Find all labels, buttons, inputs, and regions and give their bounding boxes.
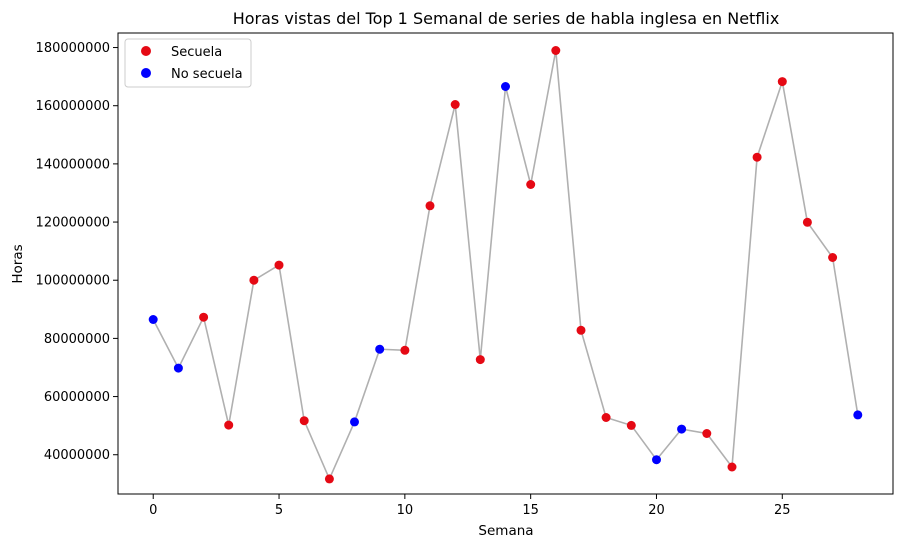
- data-point-secuela: [450, 100, 460, 109]
- plot-area: [117, 32, 894, 495]
- y-tick-label: 80000000: [44, 332, 110, 347]
- data-point-secuela: [224, 420, 234, 430]
- data-point-no-secuela: [501, 82, 510, 91]
- data-point-secuela: [400, 345, 410, 355]
- legend-label-secuela: Secuela: [171, 45, 222, 60]
- data-point-secuela: [828, 253, 838, 262]
- legend-box: [124, 38, 252, 88]
- x-tick-label: 10: [397, 503, 414, 518]
- y-axis-label: Horas: [10, 244, 26, 283]
- y-axis-ticks: 40000000 60000000 80000000 100000000 1200000…: [36, 41, 118, 463]
- data-point-secuela: [199, 312, 209, 322]
- x-axis-label: Semana: [478, 523, 533, 539]
- data-point-secuela: [425, 201, 435, 211]
- legend-label-no-secuela: No secuela: [171, 67, 243, 82]
- x-axis-ticks: 0 5 10 15 20 25: [149, 494, 791, 518]
- data-point-secuela: [576, 325, 586, 335]
- data-point-secuela: [777, 77, 787, 87]
- y-tick-label: 100000000: [36, 274, 110, 289]
- x-tick-label: 15: [522, 503, 539, 518]
- data-point-secuela: [324, 474, 334, 484]
- x-tick-label: 20: [648, 503, 665, 518]
- y-tick-label: 60000000: [44, 390, 110, 405]
- data-point-secuela: [802, 217, 812, 227]
- data-point-no-secuela: [173, 363, 183, 373]
- data-point-no-secuela: [853, 410, 863, 420]
- data-point-secuela: [526, 180, 536, 189]
- y-tick-label: 180000000: [36, 41, 110, 56]
- data-point-secuela: [551, 46, 561, 55]
- data-point-secuela: [475, 355, 485, 365]
- data-point-secuela: [601, 413, 611, 422]
- data-point-no-secuela: [652, 455, 661, 465]
- data-point-no-secuela: [148, 315, 158, 324]
- data-point-secuela: [249, 275, 259, 285]
- data-point-no-secuela: [350, 417, 359, 427]
- data-point-secuela: [274, 260, 284, 270]
- y-tick-label: 160000000: [36, 99, 110, 114]
- data-point-secuela: [752, 152, 762, 162]
- x-tick-label: 5: [275, 503, 283, 518]
- data-point-secuela: [702, 429, 712, 438]
- data-point-secuela: [299, 416, 309, 426]
- y-tick-label: 120000000: [36, 216, 110, 231]
- data-point-no-secuela: [375, 344, 385, 354]
- legend: Secuela No secuela: [124, 38, 252, 88]
- x-tick-label: 25: [774, 503, 791, 518]
- legend-marker-no-secuela: [141, 68, 151, 78]
- chart-title: Horas vistas del Top 1 Semanal de series…: [233, 9, 780, 28]
- data-point-no-secuela: [677, 424, 687, 434]
- x-tick-label: 0: [149, 503, 157, 518]
- data-point-secuela: [626, 420, 636, 430]
- y-tick-label: 140000000: [36, 157, 110, 172]
- legend-marker-secuela: [141, 46, 151, 56]
- data-point-secuela: [727, 462, 737, 472]
- data-points-layer: [148, 46, 863, 484]
- y-tick-label: 40000000: [44, 448, 110, 463]
